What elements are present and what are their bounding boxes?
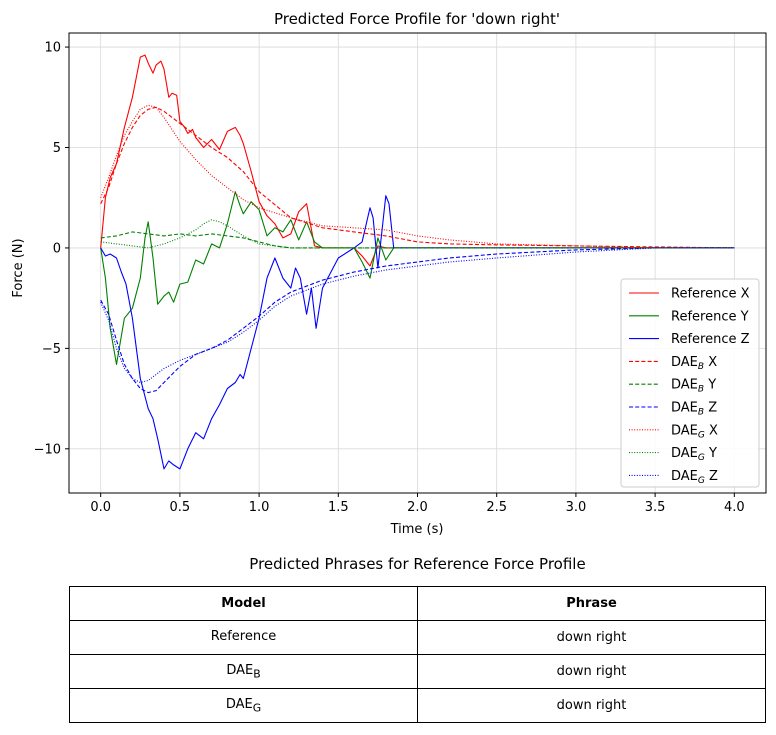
chart-legend: Reference X Reference Y Reference Z DAEB X D…: [620, 278, 760, 488]
legend-entry-label: DAEB X: [671, 355, 717, 372]
legend-entry-label: DAEB Z: [671, 401, 717, 418]
table-row: DAEG down right: [69, 688, 766, 723]
y-axis-label: Force (N): [11, 238, 26, 297]
y-tick-label: 0: [53, 241, 61, 256]
model-subscript: B: [253, 667, 261, 681]
x-tick-label: 4.0: [724, 500, 745, 515]
x-tick-label: 1.0: [249, 500, 270, 515]
legend-entry-label: Reference Y: [671, 309, 749, 324]
model-cell: DAEB: [69, 654, 418, 689]
x-tick-label: 3.0: [566, 500, 587, 515]
model-cell: DAEG: [69, 688, 418, 723]
table-title: Predicted Phrases for Reference Force Pr…: [249, 555, 586, 573]
table-header-row: Model Phrase: [69, 586, 766, 621]
legend-entry-label: Reference Z: [671, 332, 750, 347]
model-subscript: G: [252, 701, 262, 715]
legend-entry-label: Reference X: [671, 287, 750, 302]
model-name: DAE: [226, 662, 254, 678]
model-name: DAE: [225, 696, 253, 712]
model-name: Reference: [210, 628, 277, 644]
x-axis-label: Time (s): [390, 522, 444, 537]
chart-grid: [69, 33, 766, 493]
phrase-cell: down right: [417, 620, 766, 655]
series-line-reference-z: [100, 195, 735, 470]
phrase-cell: down right: [417, 654, 766, 689]
legend-entry-label: DAEG Z: [671, 469, 718, 486]
chart-ticks: 0.0 0.5 1.0 1.5 2.0 2.5 3.0 3.5 4.0 −10 −5 0 5 10: [34, 41, 745, 515]
table-row: DAEB down right: [69, 654, 766, 689]
legend-entry-label: DAEG X: [671, 423, 718, 440]
series-line-dae-b-y: [100, 231, 735, 249]
x-tick-label: 3.5: [645, 500, 666, 515]
x-tick-label: 1.5: [328, 500, 349, 515]
series-line-dae-b-x: [100, 106, 735, 249]
y-tick-label: −5: [42, 342, 61, 357]
x-tick-label: 0.0: [90, 500, 111, 515]
x-tick-label: 2.5: [486, 500, 507, 515]
chart-series: [100, 54, 735, 470]
legend-entry-label: DAEG Y: [671, 446, 717, 463]
x-tick-label: 0.5: [170, 500, 191, 515]
legend-entry-label: DAEB Y: [671, 378, 716, 395]
header-model: Model: [69, 586, 418, 621]
force-profile-chart: 0.0 0.5 1.0 1.5 2.0 2.5 3.0 3.5 4.0 −10 −5 0 5 10 Pre…: [11, 10, 767, 537]
x-tick-label: 2.0: [407, 500, 428, 515]
y-tick-label: 10: [44, 41, 61, 56]
y-tick-label: −10: [34, 442, 61, 457]
table-row: Reference down right: [69, 620, 766, 655]
phrase-cell: down right: [417, 688, 766, 723]
y-tick-label: 5: [53, 141, 61, 156]
phrases-table: Model Phrase Reference down right DAEB d…: [69, 586, 766, 723]
series-line-dae-b-z: [100, 247, 735, 394]
chart-title: Predicted Force Profile for 'down right': [274, 10, 560, 28]
model-cell: Reference: [69, 620, 418, 655]
series-line-reference-y: [100, 191, 735, 365]
legend-box: [620, 278, 760, 488]
series-line-dae-g-z: [100, 247, 735, 384]
header-phrase: Phrase: [417, 586, 766, 621]
